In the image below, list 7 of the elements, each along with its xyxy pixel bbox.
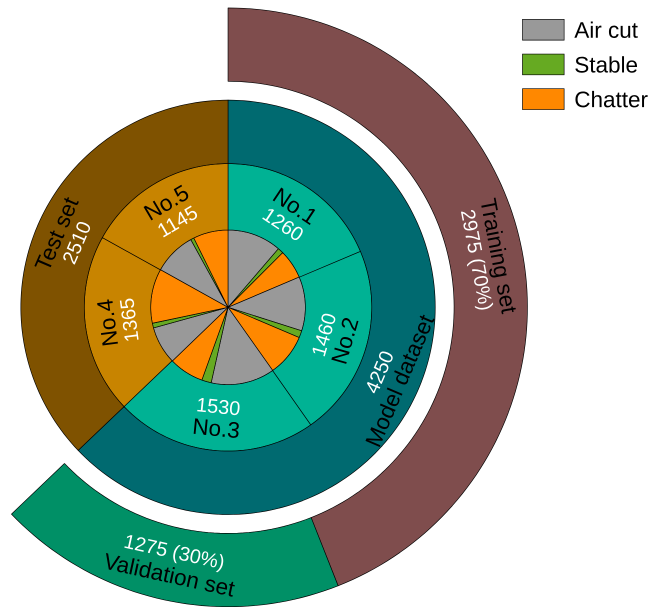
- slice-label: No.3: [194, 418, 239, 438]
- legend-label: Stable: [575, 56, 638, 73]
- data-label: 1365: [120, 298, 139, 341]
- data-label: 1530: [197, 398, 240, 416]
- legend-label: Air cut: [574, 21, 638, 38]
- legend-label: Chatter: [575, 90, 648, 108]
- slice-label: No.4: [97, 299, 118, 346]
